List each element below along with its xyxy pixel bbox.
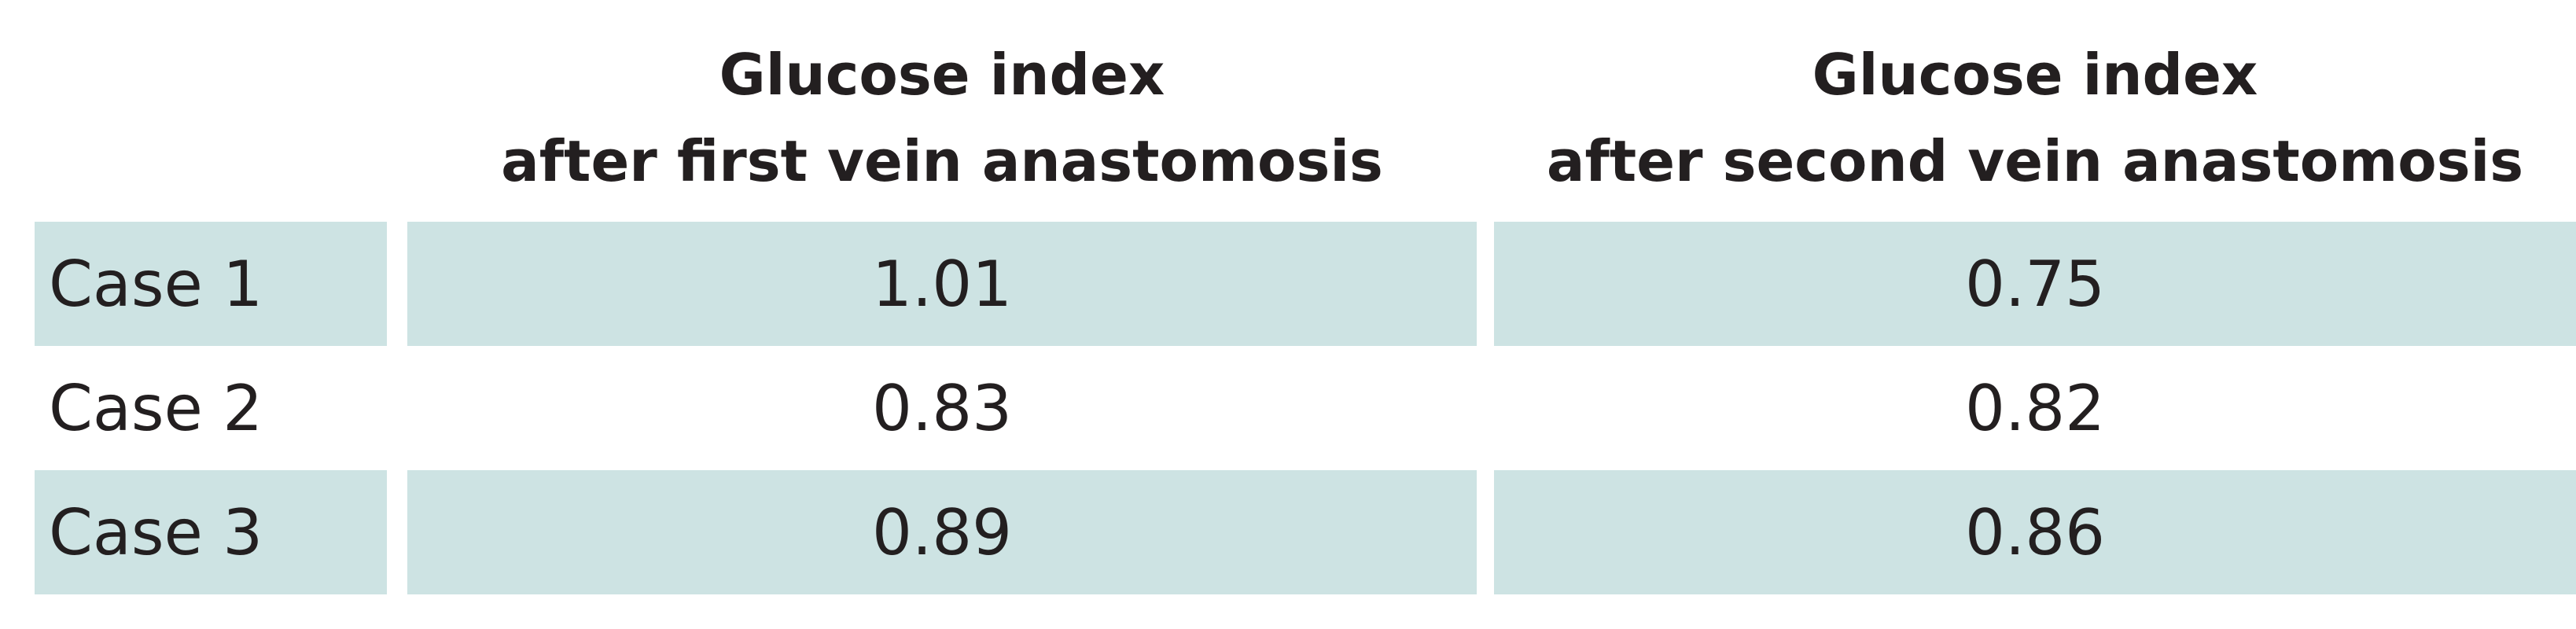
row-label: Case 2 [49,371,263,445]
header-second-line2: after second vein anastomosis [1546,128,2524,194]
header-first-line1: Glucose index [719,42,1165,108]
row-label: Case 3 [35,470,387,594]
table-row: Case 3 0.89 0.86 [0,470,2576,594]
header-first-anastomosis: Glucose index after first vein anastomos… [407,31,1477,212]
cell-first-value: 0.83 [871,371,1013,445]
row-label: Case 1 [35,222,387,346]
cell-second-value: 0.86 [1494,470,2576,594]
cell-first-value: 0.89 [407,470,1477,594]
cell-second-value: 0.75 [1494,222,2576,346]
cell-second-value: 0.82 [1964,371,2106,445]
table-row: Case 2 0.83 0.82 [0,346,2576,470]
cell-first-value: 1.01 [407,222,1477,346]
table-row: Case 1 1.01 0.75 [0,222,2576,346]
header-first-line2: after first vein anastomosis [501,128,1383,194]
header-second-line1: Glucose index [1812,42,2258,108]
header-second-anastomosis: Glucose index after second vein anastomo… [1494,31,2576,212]
